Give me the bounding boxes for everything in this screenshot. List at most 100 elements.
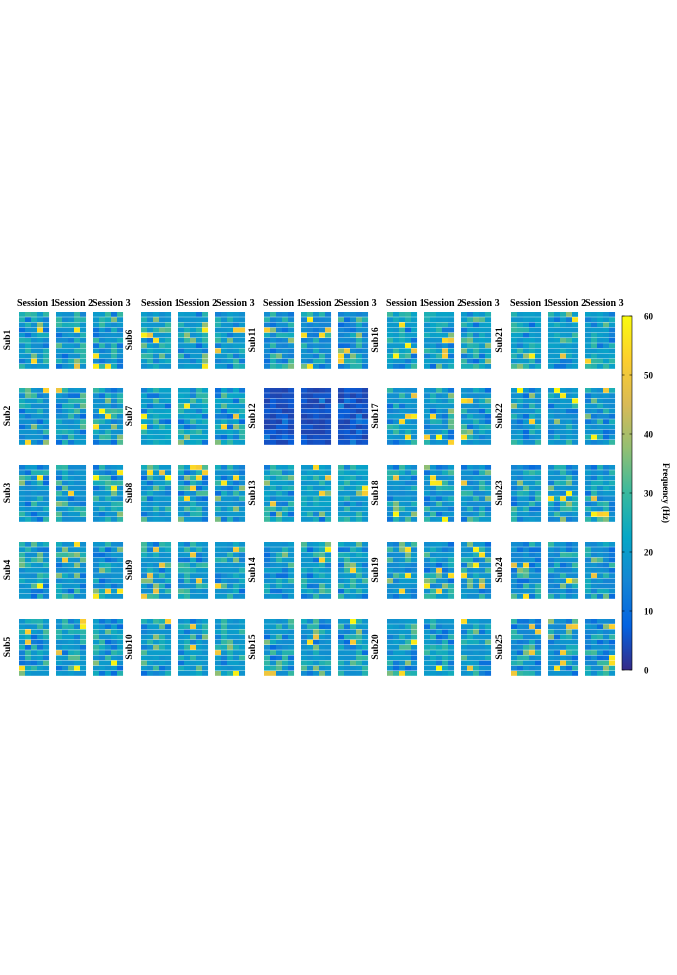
heatmap-cell xyxy=(141,594,148,599)
session-header-2: Session 2 xyxy=(301,298,340,309)
heatmap-cell xyxy=(80,501,87,507)
heatmap-cell xyxy=(387,440,394,445)
heatmap-cell xyxy=(19,398,26,404)
heatmap-cell xyxy=(585,403,592,409)
heatmap-cell xyxy=(362,594,369,599)
heatmap-cell xyxy=(221,645,228,650)
heatmap-cell xyxy=(62,634,69,640)
heatmap-cell xyxy=(117,552,124,558)
heatmap-cell xyxy=(362,403,369,409)
heatmap-cell xyxy=(239,485,246,491)
heatmap-cell xyxy=(74,655,81,661)
heatmap-cell xyxy=(56,312,63,317)
heatmap-cell xyxy=(523,578,530,584)
heatmap-cell xyxy=(68,491,75,496)
heatmap-cell xyxy=(111,639,118,645)
heatmap-cell xyxy=(436,583,443,589)
heatmap-cell xyxy=(105,408,112,414)
heatmap-cell xyxy=(153,671,160,676)
heatmap-cell xyxy=(529,552,536,558)
heatmap-cell xyxy=(319,547,326,552)
heatmap-cell xyxy=(399,393,406,398)
heatmap-cell xyxy=(93,624,100,629)
heatmap-cell xyxy=(554,475,561,481)
heatmap-sub10-session-2 xyxy=(178,619,209,676)
heatmap-cell xyxy=(523,629,530,635)
heatmap-cell xyxy=(227,660,234,666)
heatmap-cell xyxy=(411,511,418,517)
heatmap-cell xyxy=(233,645,240,650)
heatmap-cell xyxy=(473,398,480,404)
heatmap-cell xyxy=(411,434,418,440)
heatmap-cell xyxy=(270,568,277,573)
heatmap-cell xyxy=(239,475,246,481)
heatmap-cell xyxy=(597,364,604,369)
heatmap-cell xyxy=(597,506,604,512)
heatmap-cell xyxy=(282,655,289,661)
heatmap-cell xyxy=(307,665,314,671)
heatmap-cell xyxy=(117,470,124,475)
heatmap-cell xyxy=(227,403,234,409)
heatmap-cell xyxy=(111,434,118,440)
heatmap-cell xyxy=(591,491,598,496)
heatmap-sub21-session-2 xyxy=(548,312,579,369)
heatmap-cell xyxy=(387,343,394,348)
heatmap-cell xyxy=(196,542,203,547)
heatmap-cell xyxy=(276,312,283,317)
heatmap-cell xyxy=(233,364,240,369)
heatmap-cell xyxy=(239,619,246,624)
heatmap-cell xyxy=(270,322,277,328)
heatmap-cell xyxy=(56,332,63,338)
heatmap-cell xyxy=(560,634,567,640)
heatmap-cell xyxy=(233,429,240,435)
heatmap-cell xyxy=(56,639,63,645)
heatmap-cell xyxy=(105,429,112,435)
heatmap-cell xyxy=(215,501,222,507)
heatmap-cell xyxy=(585,645,592,650)
heatmap-cell xyxy=(609,552,616,558)
heatmap-cell xyxy=(202,358,209,364)
heatmap-cell xyxy=(572,388,579,393)
heatmap-cell xyxy=(93,639,100,645)
heatmap-cell xyxy=(153,419,160,424)
heatmap-cell xyxy=(184,665,191,671)
heatmap-cell xyxy=(473,660,480,666)
heatmap-cell xyxy=(93,517,100,522)
heatmap-cell xyxy=(270,398,277,404)
heatmap-cell xyxy=(153,542,160,547)
heatmap-cell xyxy=(117,573,124,578)
heatmap-cell xyxy=(93,312,100,317)
heatmap-cell xyxy=(560,332,567,338)
session-header-2: Session 2 xyxy=(55,298,94,309)
heatmap-cell xyxy=(270,317,277,322)
heatmap-cell xyxy=(62,547,69,552)
heatmap-cell xyxy=(467,671,474,676)
heatmap-cell xyxy=(448,578,455,584)
heatmap-cell xyxy=(227,358,234,364)
heatmap-cell xyxy=(147,424,154,430)
heatmap-cell xyxy=(362,338,369,343)
heatmap-cell xyxy=(62,594,69,599)
heatmap-cell xyxy=(442,501,449,507)
heatmap-cell xyxy=(387,624,394,629)
heatmap-cell xyxy=(239,578,246,584)
heatmap-cell xyxy=(276,480,283,486)
heatmap-cell xyxy=(411,414,418,419)
heatmap-cell xyxy=(560,557,567,563)
heatmap-cell xyxy=(117,353,124,359)
heatmap-cell xyxy=(405,660,412,666)
heatmap-cell xyxy=(523,562,530,568)
heatmap-cell xyxy=(141,624,148,629)
heatmap-cell xyxy=(603,573,610,578)
heatmap-cell xyxy=(411,393,418,398)
heatmap-cell xyxy=(31,542,38,547)
heatmap-cell xyxy=(603,388,610,393)
heatmap-cell xyxy=(227,588,234,594)
subject-label-sub10: Sub10 xyxy=(125,634,135,660)
heatmap-cell xyxy=(19,573,26,578)
heatmap-cell xyxy=(264,393,271,398)
heatmap-cell xyxy=(99,552,106,558)
heatmap-cell xyxy=(117,594,124,599)
heatmap-cell xyxy=(196,440,203,445)
heatmap-cell xyxy=(25,588,32,594)
